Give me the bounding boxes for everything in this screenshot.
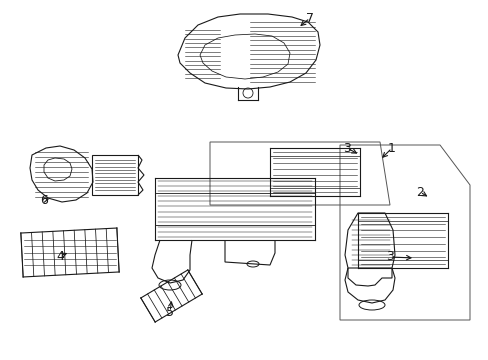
Text: 3: 3 xyxy=(385,251,393,264)
Text: 1: 1 xyxy=(387,141,395,154)
Text: 5: 5 xyxy=(165,306,174,319)
Text: 2: 2 xyxy=(415,185,423,198)
Text: 6: 6 xyxy=(40,194,48,207)
Text: 4: 4 xyxy=(56,249,64,262)
Text: 7: 7 xyxy=(305,12,313,24)
Text: 3: 3 xyxy=(343,141,350,154)
